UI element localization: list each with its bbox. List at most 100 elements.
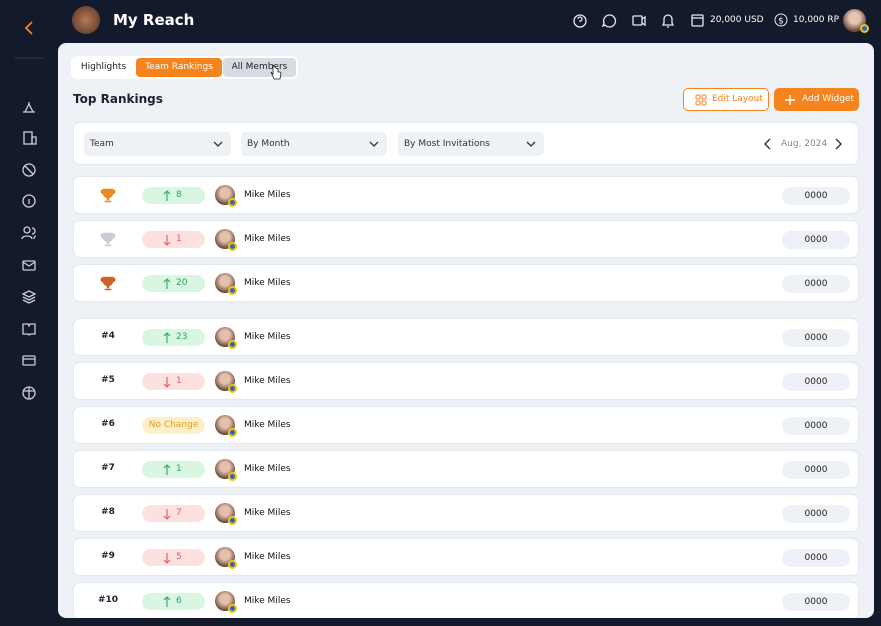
change-pill: 1 [142, 461, 205, 478]
arrow [163, 235, 171, 246]
ranking-row: #9 5 Mike Miles 0000 [73, 538, 859, 576]
change-value: 6 [176, 596, 182, 606]
chevron [526, 141, 536, 147]
change-value: 7 [176, 508, 182, 518]
ranking-row: #6 No Change Mike Miles 0000 [73, 406, 859, 444]
arrow [163, 464, 171, 475]
flag [228, 286, 237, 295]
flag [228, 242, 237, 251]
tab[interactable]: Team Rankings [136, 58, 222, 77]
change-pill: No Change [142, 417, 205, 434]
cursor [270, 64, 282, 80]
member-name: Mike Miles [244, 278, 291, 288]
score: 0000 [782, 505, 850, 523]
arrow [163, 278, 171, 289]
change-pill: 23 [142, 329, 205, 346]
rank: #9 [101, 551, 115, 561]
tab[interactable]: Highlights [80, 62, 127, 72]
flag [228, 428, 237, 437]
prev-button[interactable] [762, 138, 774, 150]
flag [228, 472, 237, 481]
tab[interactable]: All Members [223, 58, 296, 77]
filter-dropdown[interactable]: By Month [241, 132, 387, 156]
rank: #5 [101, 375, 115, 385]
ranking-row: #4 23 Mike Miles 0000 [73, 318, 859, 356]
grid-icon [695, 94, 707, 106]
balance: 20,000 USD [710, 15, 764, 25]
score: 0000 [782, 593, 850, 611]
add-widget-button[interactable]: Add Widget [774, 88, 859, 111]
score: 0000 [782, 461, 850, 479]
member-name: Mike Miles [244, 332, 291, 342]
score: 0000 [782, 373, 850, 391]
member-name: Mike Miles [244, 552, 291, 562]
change-value: 1 [176, 464, 182, 474]
ranking-row: 8 Mike Miles 0000 [73, 176, 859, 214]
change-pill: 20 [142, 275, 205, 292]
trophy [100, 276, 116, 291]
arrow [163, 190, 171, 201]
section-title: Top Rankings [73, 92, 163, 106]
flag [228, 340, 237, 349]
chevron [213, 141, 223, 147]
flag [860, 24, 869, 33]
flag [228, 560, 237, 569]
member-name: Mike Miles [244, 234, 291, 244]
flag [228, 384, 237, 393]
score: 0000 [782, 275, 850, 293]
member-name: Mike Miles [244, 420, 291, 430]
logo [72, 6, 100, 34]
change-pill: 1 [142, 373, 205, 390]
points: 10,000 RP [793, 15, 840, 25]
rank: #10 [97, 595, 119, 605]
flag [228, 198, 237, 207]
change-value: 23 [176, 332, 188, 342]
change-value: No Change [148, 420, 199, 430]
trophy [100, 232, 116, 247]
main-panel: Highlights Team Rankings All Members Top R… [58, 43, 874, 618]
coin-icon: $ [774, 13, 788, 27]
filter-dropdown[interactable]: By Most Invitations [398, 132, 544, 156]
member-name: Mike Miles [244, 596, 291, 606]
flag [228, 604, 237, 613]
ranking-row: #10 6 Mike Miles 0000 [73, 582, 859, 618]
arrow [163, 332, 171, 343]
page-title: My Reach [113, 11, 195, 29]
ranking-row: #8 7 Mike Miles 0000 [73, 494, 859, 532]
change-value: 1 [176, 376, 182, 386]
chevron [369, 141, 379, 147]
change-pill: 8 [142, 187, 205, 204]
ranking-row: #5 1 Mike Miles 0000 [73, 362, 859, 400]
change-pill: 1 [142, 231, 205, 248]
period: Aug, 2024 [781, 139, 828, 149]
member-name: Mike Miles [244, 464, 291, 474]
sidebar [0, 0, 58, 626]
change-pill: 5 [142, 549, 205, 566]
toolbar-icons [573, 14, 704, 28]
score: 0000 [782, 187, 850, 205]
rank: #8 [101, 507, 115, 517]
trophy [100, 188, 116, 203]
next-button[interactable] [832, 138, 844, 150]
arrow [163, 596, 171, 607]
score: 0000 [782, 329, 850, 347]
score: 0000 [782, 549, 850, 567]
arrow [163, 377, 171, 388]
filter-dropdown[interactable]: Team [84, 132, 231, 156]
plus-icon [785, 95, 795, 105]
change-pill: 7 [142, 505, 205, 522]
change-pill: 6 [142, 593, 205, 610]
member-name: Mike Miles [244, 376, 291, 386]
member-name: Mike Miles [244, 508, 291, 518]
score: 0000 [782, 231, 850, 249]
change-value: 5 [176, 552, 182, 562]
change-value: 1 [176, 234, 182, 244]
member-name: Mike Miles [244, 190, 291, 200]
sidebar-icons [14, 21, 44, 400]
change-value: 20 [176, 278, 188, 288]
ranking-row: #7 1 Mike Miles 0000 [73, 450, 859, 488]
rank: #7 [101, 463, 115, 473]
flag [228, 516, 237, 525]
change-value: 8 [176, 190, 182, 200]
